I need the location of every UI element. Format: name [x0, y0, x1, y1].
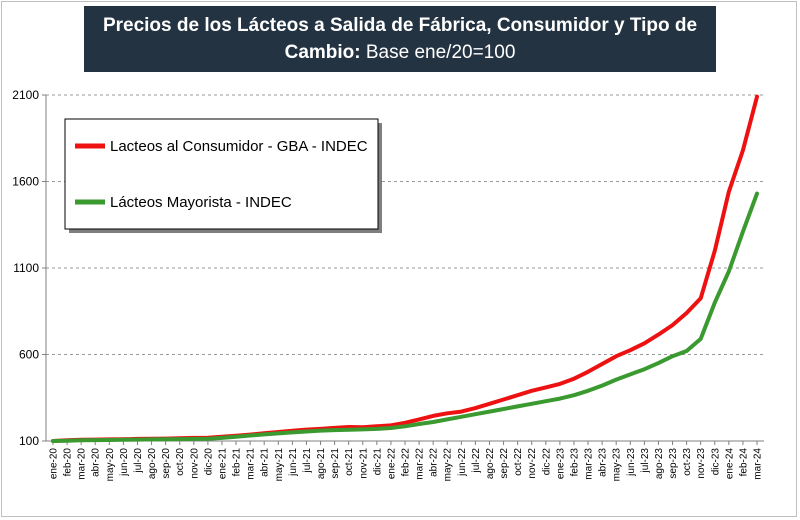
legend-box	[64, 118, 379, 230]
x-tick-label: mar-21	[246, 448, 257, 480]
x-tick-label: nov-21	[358, 448, 369, 479]
x-tick-label: oct-20	[175, 448, 186, 476]
x-tick-label: ago-21	[316, 448, 327, 480]
x-tick-label: sep-22	[499, 448, 510, 479]
x-axis-ticks: ene-20 feb-20 mar-20 abr-20 may-20 jun-20 jul-…	[49, 441, 764, 481]
x-tick-label: feb-23	[569, 448, 580, 477]
x-tick-label: may-22	[443, 448, 454, 482]
x-tick-label: dic-23	[710, 448, 721, 476]
y-tick-label: 2100	[12, 88, 39, 102]
x-tick-label: jul-21	[302, 448, 313, 474]
x-tick-label: dic-22	[541, 448, 552, 476]
x-tick-label: mar-22	[415, 448, 426, 480]
x-tick-label: may-23	[612, 448, 623, 482]
series-lines	[51, 94, 759, 443]
legend-label-2: Lácteos Mayorista - INDEC	[110, 194, 292, 211]
x-tick-label: jul-22	[471, 448, 482, 474]
y-tick-label: 1600	[12, 175, 39, 189]
x-tick-label: sep-21	[330, 448, 341, 479]
x-tick-label: oct-22	[513, 448, 524, 476]
x-tick-label: sep-20	[161, 448, 172, 479]
x-tick-label: dic-20	[203, 448, 214, 476]
x-tick-label: ene-23	[555, 448, 566, 480]
legend: Lacteos al Consumidor - GBA - INDEC Lácte…	[64, 118, 382, 233]
x-tick-label: jun-21	[288, 448, 299, 477]
x-tick-label: jun-22	[457, 448, 468, 477]
x-tick-label: feb-21	[232, 448, 243, 477]
x-tick-label: jun-20	[119, 448, 130, 477]
x-tick-label: feb-20	[63, 448, 74, 477]
x-tick-label: dic-21	[372, 448, 383, 476]
x-tick-label: oct-23	[682, 448, 693, 476]
chart-title-bold: Precios de los Lácteos a Salida de Fábri…	[102, 15, 698, 63]
chart-title-normal: Base ene/20=100	[360, 42, 516, 63]
x-tick-label: sep-23	[668, 448, 679, 479]
x-tick-label: ene-24	[724, 448, 735, 480]
x-tick-label: nov-22	[527, 448, 538, 479]
x-tick-label: feb-22	[401, 448, 412, 477]
x-tick-label: feb-24	[738, 448, 749, 477]
y-tick-label: 100	[19, 434, 39, 448]
x-tick-label: mar-23	[584, 448, 595, 480]
chart-title: Precios de los Lácteos a Salida de Fábri…	[84, 6, 716, 72]
x-tick-label: ago-23	[654, 448, 665, 480]
x-tick-label: abr-22	[429, 448, 440, 477]
legend-label-1: Lacteos al Consumidor - GBA - INDEC	[110, 138, 368, 155]
x-tick-label: nov-23	[696, 448, 707, 479]
x-tick-label: jun-23	[626, 448, 637, 477]
x-tick-label: nov-20	[189, 448, 200, 479]
y-axis-ticks: 100 600 1100 1600 2100	[12, 88, 46, 448]
x-tick-label: may-21	[274, 448, 285, 482]
x-tick-label: abr-23	[598, 448, 609, 477]
x-tick-label: mar-24	[753, 448, 764, 480]
x-tick-label: ene-21	[217, 448, 228, 480]
y-tick-label: 1100	[13, 261, 39, 275]
y-tick-label: 600	[19, 348, 39, 362]
x-tick-label: mar-20	[77, 448, 88, 480]
x-tick-label: abr-21	[260, 448, 271, 477]
x-tick-label: jul-20	[133, 448, 144, 474]
x-tick-label: ago-22	[485, 448, 496, 480]
x-tick-label: abr-20	[91, 448, 102, 477]
x-tick-label: ene-20	[49, 448, 60, 480]
series-line-2	[51, 191, 759, 443]
x-tick-label: ago-20	[147, 448, 158, 480]
x-tick-label: may-20	[105, 448, 116, 482]
x-tick-label: oct-21	[344, 448, 355, 476]
x-tick-label: ene-22	[386, 448, 397, 480]
x-tick-label: jul-23	[640, 448, 651, 474]
